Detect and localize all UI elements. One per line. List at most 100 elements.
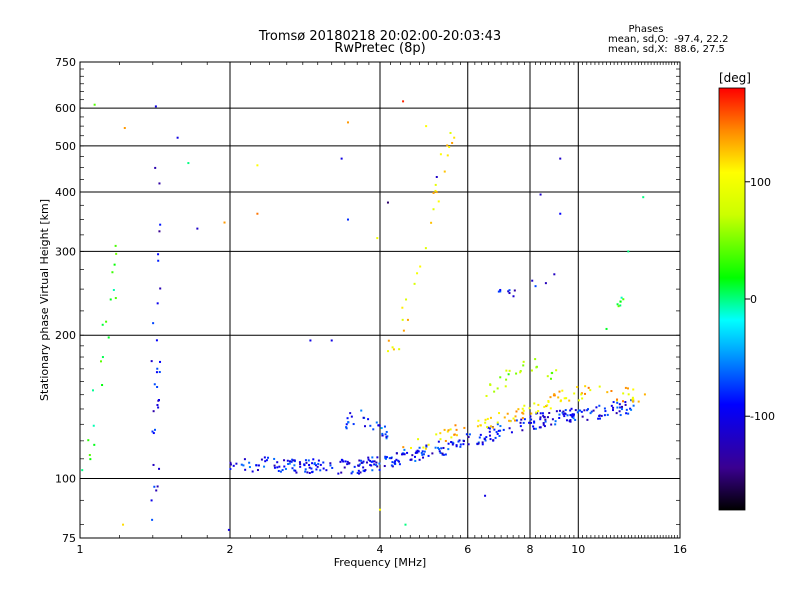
data-point xyxy=(298,461,301,464)
data-point xyxy=(625,408,628,411)
x-tick-label: 6 xyxy=(464,543,471,556)
data-point xyxy=(387,350,390,353)
data-point xyxy=(467,443,470,446)
data-point xyxy=(402,100,405,103)
data-point xyxy=(619,406,622,409)
data-point xyxy=(447,442,450,445)
chart-title: Tromsø 20180218 20:02:00-20:03:43 xyxy=(258,29,501,44)
data-point xyxy=(114,244,117,247)
data-point xyxy=(539,412,542,415)
data-point xyxy=(553,394,556,397)
data-point xyxy=(434,189,437,192)
data-point xyxy=(450,441,453,444)
data-point xyxy=(449,131,452,134)
data-point xyxy=(381,432,384,435)
data-point xyxy=(521,417,524,420)
data-point xyxy=(311,471,314,474)
data-point xyxy=(156,367,159,370)
data-point xyxy=(642,196,645,199)
data-point xyxy=(410,458,413,461)
data-point xyxy=(533,402,536,405)
data-point xyxy=(537,410,540,413)
data-point xyxy=(512,417,515,420)
data-point xyxy=(487,426,490,429)
data-point xyxy=(402,329,405,332)
data-point xyxy=(91,389,94,392)
data-point xyxy=(260,458,263,461)
data-point xyxy=(544,420,547,423)
data-point xyxy=(325,469,328,472)
data-point xyxy=(499,425,502,428)
data-point xyxy=(242,464,245,467)
data-point xyxy=(397,459,400,462)
data-point xyxy=(522,409,525,412)
data-point xyxy=(421,453,424,456)
data-point xyxy=(385,436,388,439)
data-point xyxy=(476,425,479,428)
colorbar-tick-label: 0 xyxy=(750,293,757,306)
data-point xyxy=(443,170,446,173)
data-point xyxy=(543,405,546,408)
colorbar xyxy=(718,87,746,511)
data-point xyxy=(383,425,386,428)
data-point xyxy=(379,508,381,511)
data-point xyxy=(401,318,404,321)
data-point xyxy=(158,467,161,470)
data-point xyxy=(122,523,125,526)
data-point xyxy=(437,200,440,203)
data-point xyxy=(391,461,394,464)
data-point xyxy=(570,407,573,410)
data-point xyxy=(443,428,446,431)
data-point xyxy=(342,460,345,463)
data-point xyxy=(612,406,615,409)
data-point xyxy=(586,418,589,421)
data-point xyxy=(375,464,378,467)
data-point xyxy=(345,427,348,430)
data-point xyxy=(88,454,91,457)
data-point xyxy=(481,443,484,446)
data-point xyxy=(457,440,460,443)
data-point xyxy=(579,409,582,412)
data-point xyxy=(291,458,294,461)
data-point xyxy=(519,371,522,374)
data-point xyxy=(507,290,510,293)
data-point xyxy=(542,423,545,426)
y-tick-label: 750 xyxy=(55,56,76,69)
data-point xyxy=(519,370,522,373)
data-point xyxy=(481,441,484,444)
data-point xyxy=(358,459,361,462)
data-point xyxy=(158,371,161,374)
data-point xyxy=(362,416,365,419)
data-point xyxy=(554,423,557,426)
data-point xyxy=(449,428,452,431)
data-point xyxy=(444,439,447,442)
data-point xyxy=(521,429,524,432)
data-point xyxy=(369,464,372,467)
data-point xyxy=(371,460,374,463)
data-point xyxy=(447,448,450,451)
data-point xyxy=(371,456,374,459)
data-point xyxy=(537,403,540,406)
data-point xyxy=(584,385,587,388)
data-point xyxy=(544,282,547,285)
data-point xyxy=(232,464,235,467)
data-point xyxy=(156,385,159,388)
data-point xyxy=(410,446,413,449)
data-point xyxy=(310,467,313,470)
data-point xyxy=(263,456,266,459)
data-point xyxy=(446,154,449,157)
data-point xyxy=(569,409,572,412)
data-point xyxy=(488,434,491,437)
data-point xyxy=(444,453,447,456)
data-point xyxy=(517,408,520,411)
data-point xyxy=(610,404,613,407)
data-point xyxy=(612,401,615,404)
data-point xyxy=(577,399,580,402)
data-point xyxy=(486,417,489,420)
stats-x-values: 88.6, 27.5 xyxy=(674,44,725,55)
data-point xyxy=(361,461,364,464)
data-point xyxy=(483,438,486,441)
data-point xyxy=(314,464,317,467)
data-point xyxy=(544,418,547,421)
